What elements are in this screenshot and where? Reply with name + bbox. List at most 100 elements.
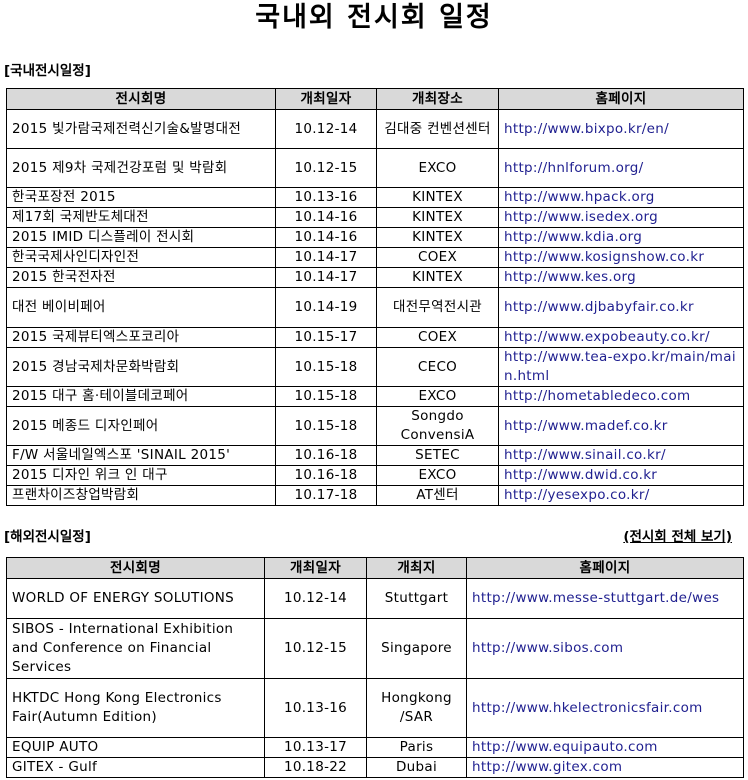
- homepage-cell: http://www.djbabyfair.co.kr: [498, 287, 744, 328]
- homepage-link[interactable]: http://www.kosignshow.co.kr: [504, 249, 705, 265]
- table-header-row: 전시회명 개최일자 개최장소 홈페이지: [6, 88, 744, 110]
- column-header: 전시회명: [6, 557, 265, 579]
- exhibition-name-cell: EQUIP AUTO: [6, 737, 265, 758]
- exhibition-venue-cell: EXCO: [376, 148, 499, 188]
- column-header: 홈페이지: [498, 88, 744, 110]
- homepage-link[interactable]: http://www.sinail.co.kr/: [504, 447, 666, 463]
- exhibition-name-cell: 2015 대구 홈·테이블데코페어: [6, 386, 276, 407]
- exhibition-dates-cell: 10.12-14: [275, 109, 377, 149]
- homepage-link[interactable]: http://hnlforum.org/: [504, 159, 644, 176]
- exhibition-venue-cell: 김대중 컨벤션센터: [376, 109, 499, 149]
- column-header: 홈페이지: [466, 557, 744, 579]
- table-row: 프랜차이즈창업박람회 10.17-18 AT센터 http://yesexpo.co.…: [6, 485, 744, 506]
- exhibition-name-cell: 2015 메종드 디자인페어: [6, 406, 276, 446]
- homepage-link[interactable]: http://hometabledeco.com: [504, 388, 691, 404]
- column-header: 개최일자: [264, 557, 367, 579]
- exhibition-name-cell: 제17회 국제반도체대전: [6, 207, 276, 228]
- exhibition-venue-cell: COEX: [376, 327, 499, 348]
- homepage-cell: http://www.tea-expo.kr/main/main.html: [498, 347, 744, 387]
- table-row: 2015 국제뷰티엑스포코리아 10.15-17 COEX http://www.ex…: [6, 327, 744, 348]
- exhibition-name-cell: 2015 IMID 디스플레이 전시회: [6, 227, 276, 248]
- exhibition-venue-cell: KINTEX: [376, 187, 499, 208]
- homepage-link[interactable]: http://www.isedex.org: [504, 209, 658, 225]
- homepage-link[interactable]: http://yesexpo.co.kr/: [504, 487, 650, 503]
- homepage-cell: http://www.gitex.com: [466, 757, 744, 778]
- exhibition-venue-cell: 대전무역전시관: [376, 287, 499, 328]
- exhibition-dates-cell: 10.15-17: [275, 327, 377, 348]
- table-row: 대전 베이비페어 10.14-19 대전무역전시관 http://www.djbaby…: [6, 287, 744, 328]
- homepage-cell: http://hnlforum.org/: [498, 148, 744, 188]
- homepage-link[interactable]: http://www.hkelectronicsfair.com: [472, 699, 703, 716]
- homepage-link[interactable]: http://www.tea-expo.kr/main/main.html: [504, 349, 736, 384]
- exhibition-name-cell: 2015 경남국제차문화박람회: [6, 347, 276, 387]
- exhibition-name-cell: SIBOS - International Exhibition and Con…: [6, 618, 265, 679]
- exhibition-venue-cell: Hongkong /SAR: [366, 678, 467, 738]
- exhibition-name-cell: 2015 디자인 위크 인 대구: [6, 465, 276, 486]
- homepage-cell: http://www.expobeauty.co.kr/: [498, 327, 744, 348]
- exhibition-name-cell: 2015 빛가람국제전력신기술&발명대전: [6, 109, 276, 149]
- exhibition-dates-cell: 10.14-17: [275, 267, 377, 288]
- homepage-cell: http://www.madef.co.kr: [498, 406, 744, 446]
- homepage-cell: http://www.kdia.org: [498, 227, 744, 248]
- exhibition-dates-cell: 10.15-18: [275, 386, 377, 407]
- table-row: 제17회 국제반도체대전 10.14-16 KINTEX http://www.ise…: [6, 207, 744, 228]
- exhibition-venue-cell: EXCO: [376, 465, 499, 486]
- homepage-link[interactable]: http://www.bixpo.kr/en/: [504, 120, 669, 137]
- homepage-link[interactable]: http://www.kes.org: [504, 269, 637, 285]
- page-title: 국내외 전시회 일정: [255, 2, 493, 33]
- exhibition-dates-cell: 10.14-16: [275, 227, 377, 248]
- exhibition-dates-cell: 10.14-16: [275, 207, 377, 228]
- homepage-cell: http://www.equipauto.com: [466, 737, 744, 758]
- column-header: 전시회명: [6, 88, 276, 110]
- homepage-link[interactable]: http://www.kdia.org: [504, 229, 643, 245]
- homepage-link[interactable]: http://www.gitex.com: [472, 759, 623, 775]
- homepage-link[interactable]: http://www.sibos.com: [472, 640, 624, 656]
- table-row: 2015 대구 홈·테이블데코페어 10.15-18 EXCO http://home…: [6, 386, 744, 407]
- exhibition-name-cell: 프랜차이즈창업박람회: [6, 485, 276, 506]
- homepage-cell: http://www.kosignshow.co.kr: [498, 247, 744, 268]
- exhibition-dates-cell: 10.13-16: [264, 678, 367, 738]
- exhibition-dates-cell: 10.13-16: [275, 187, 377, 208]
- exhibition-name-cell: GITEX - Gulf: [6, 757, 265, 778]
- exhibition-venue-cell: Stuttgart: [366, 578, 467, 619]
- exhibition-dates-cell: 10.12-15: [275, 148, 377, 188]
- column-header: 개최장소: [376, 88, 499, 110]
- exhibition-venue-cell: SETEC: [376, 445, 499, 466]
- column-header: 개최지: [366, 557, 467, 579]
- exhibition-name-cell: 2015 국제뷰티엑스포코리아: [6, 327, 276, 348]
- exhibition-venue-cell: EXCO: [376, 386, 499, 407]
- homepage-link[interactable]: http://www.djbabyfair.co.kr: [504, 299, 694, 315]
- homepage-link[interactable]: http://www.expobeauty.co.kr/: [504, 329, 710, 345]
- exhibition-venue-cell: Paris: [366, 737, 467, 758]
- exhibition-venue-cell: AT센터: [376, 485, 499, 506]
- table-row: 2015 메종드 디자인페어 10.15-18 Songdo ConvensiA ht…: [6, 406, 744, 446]
- exhibition-name-cell: 2015 한국전자전: [6, 267, 276, 288]
- homepage-link[interactable]: http://www.messe-stuttgart.de/wes: [472, 590, 720, 606]
- table-row: 한국국제사인디자인전 10.14-17 COEX http://www.kosigns…: [6, 247, 744, 268]
- homepage-cell: http://yesexpo.co.kr/: [498, 485, 744, 506]
- exhibition-dates-cell: 10.16-18: [275, 465, 377, 486]
- table-row: 한국포장전 2015 10.13-16 KINTEX http://www.hpack…: [6, 187, 744, 208]
- table-row: 2015 디자인 위크 인 대구 10.16-18 EXCO http://www.d…: [6, 465, 744, 486]
- homepage-link[interactable]: http://www.equipauto.com: [472, 739, 658, 755]
- table-header-row: 전시회명 개최일자 개최지 홈페이지: [6, 557, 744, 579]
- homepage-cell: http://www.dwid.co.kr: [498, 465, 744, 486]
- exhibition-venue-cell: KINTEX: [376, 227, 499, 248]
- homepage-link[interactable]: http://www.madef.co.kr: [504, 417, 668, 434]
- table-row: HKTDC Hong Kong Electronics Fair(Autumn …: [6, 678, 744, 738]
- exhibition-dates-cell: 10.17-18: [275, 485, 377, 506]
- exhibition-name-cell: HKTDC Hong Kong Electronics Fair(Autumn …: [6, 678, 265, 738]
- table-row: 2015 한국전자전 10.14-17 KINTEX http://www.kes.o…: [6, 267, 744, 288]
- exhibition-venue-cell: KINTEX: [376, 207, 499, 228]
- table-row: F/W 서울네일엑스포 'SINAIL 2015' 10.16-18 SETEC ht…: [6, 445, 744, 466]
- exhibition-dates-cell: 10.12-14: [264, 578, 367, 619]
- domestic-section-label: [국내전시일정]: [4, 63, 91, 79]
- homepage-cell: http://www.sinail.co.kr/: [498, 445, 744, 466]
- homepage-link[interactable]: http://www.dwid.co.kr: [504, 467, 658, 483]
- homepage-cell: http://www.sibos.com: [466, 618, 744, 679]
- exhibition-name-cell: 대전 베이비페어: [6, 287, 276, 328]
- homepage-link[interactable]: http://www.hpack.org: [504, 189, 655, 205]
- domestic-exhibition-table: 전시회명 개최일자 개최장소 홈페이지 2015 빛가람국제전력신기술&발명대전 10.1…: [6, 88, 744, 506]
- view-all-exhibitions-link[interactable]: (전시회 전체 보기): [623, 529, 732, 545]
- exhibition-dates-cell: 10.15-18: [275, 406, 377, 446]
